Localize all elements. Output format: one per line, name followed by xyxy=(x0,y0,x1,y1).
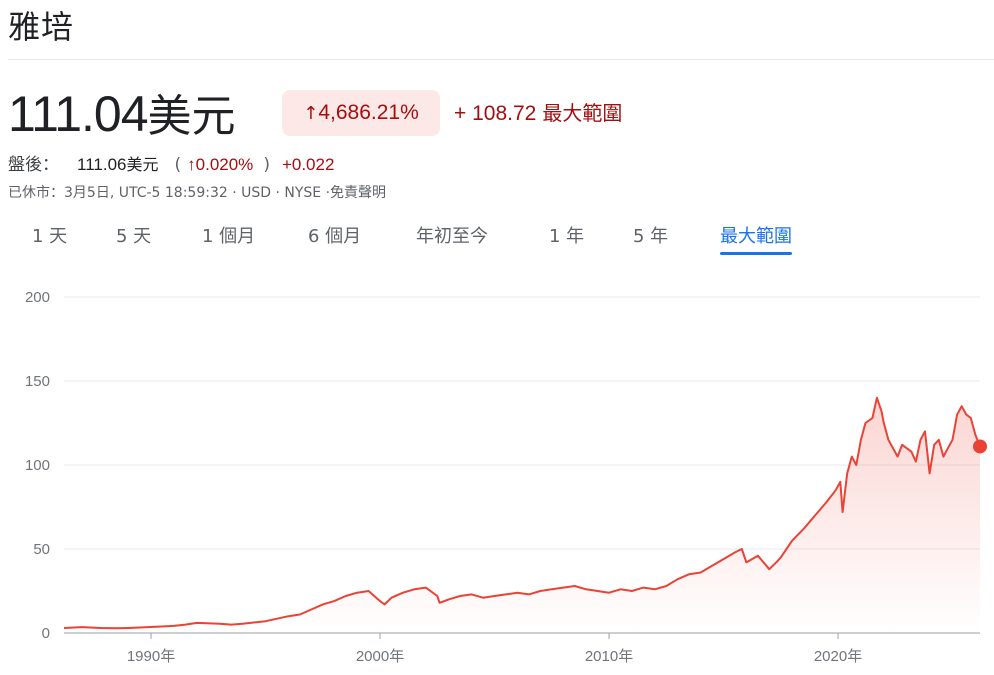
y-tick-label: 50 xyxy=(33,541,50,558)
price-area xyxy=(64,397,980,633)
y-tick-label: 100 xyxy=(25,457,50,474)
x-tick-label: 2000年 xyxy=(356,648,404,665)
tab-5-days[interactable]: 5 天 xyxy=(116,222,151,252)
open-paren: ( xyxy=(174,155,182,175)
y-tick-label: 150 xyxy=(25,373,50,390)
price-currency: 美元 xyxy=(147,91,236,142)
tab-label: 1 天 xyxy=(32,226,68,247)
tab-label: 最大範圍 xyxy=(720,226,792,247)
x-tick-label: 2020年 xyxy=(814,648,862,665)
tab-label: 1 個月 xyxy=(202,226,256,247)
after-hours-currency: 美元 xyxy=(126,155,159,174)
price-chart[interactable]: 0 50 100 150 200 1990年 2000年 2010年 2020年 xyxy=(0,270,994,675)
range-label: 最大範圍 xyxy=(542,101,623,125)
after-hours-row: 盤後： 111.06美元 ( ↑0.020%) +0.022 xyxy=(8,153,334,177)
absolute-change-value: + 108.72 xyxy=(454,102,537,125)
tab-label: 5 天 xyxy=(116,226,152,247)
after-hours-change: +0.022 xyxy=(281,155,335,174)
tab-5-years[interactable]: 5 年 xyxy=(633,222,668,252)
current-price: 111.04美元 xyxy=(8,84,236,147)
percent-change: 4,686.21% xyxy=(318,101,419,124)
price-line xyxy=(63,396,981,630)
tab-1-month[interactable]: 1 個月 xyxy=(202,222,255,252)
last-price-marker xyxy=(973,439,987,454)
tab-label: 5 年 xyxy=(633,226,669,247)
after-hours-percent: 0.020% xyxy=(195,155,254,174)
header-divider xyxy=(8,59,994,60)
tab-max[interactable]: 最大範圍 xyxy=(720,222,792,255)
after-hours-price-value: 111.06 xyxy=(77,155,127,174)
up-arrow-icon: ↑ xyxy=(303,103,319,124)
after-hours-label: 盤後： xyxy=(8,155,59,175)
tab-ytd[interactable]: 年初至今 xyxy=(416,222,488,252)
tab-label: 6 個月 xyxy=(308,226,362,247)
tab-1-year[interactable]: 1 年 xyxy=(549,222,584,252)
y-tick-label: 0 xyxy=(42,625,50,642)
market-status: 已休市：3月5日, UTC-5 18:59:32 · USD · NYSE ·免… xyxy=(8,185,387,201)
after-hours-arrow-icon: ↑ xyxy=(187,155,196,174)
x-tick-label: 1990年 xyxy=(127,648,175,665)
absolute-change: + 108.72 最大範圍 xyxy=(454,90,622,137)
y-tick-label: 200 xyxy=(25,289,50,306)
tab-label: 年初至今 xyxy=(416,226,488,247)
time-range-tabs: 1 天 5 天 1 個月 6 個月 年初至今 1 年 5 年 最大範圍 xyxy=(0,222,994,258)
tab-underline xyxy=(720,252,792,255)
price-value: 111.04 xyxy=(8,86,149,142)
after-hours-price: 111.06美元 xyxy=(77,155,159,174)
percent-change-badge: ↑4,686.21% xyxy=(282,90,440,136)
tab-label: 1 年 xyxy=(549,226,585,247)
stock-name: 雅培 xyxy=(8,8,75,46)
tab-6-months[interactable]: 6 個月 xyxy=(308,222,361,252)
x-tick-label: 2010年 xyxy=(585,648,633,665)
close-paren: ) xyxy=(263,155,270,175)
tab-1-day[interactable]: 1 天 xyxy=(32,222,67,252)
